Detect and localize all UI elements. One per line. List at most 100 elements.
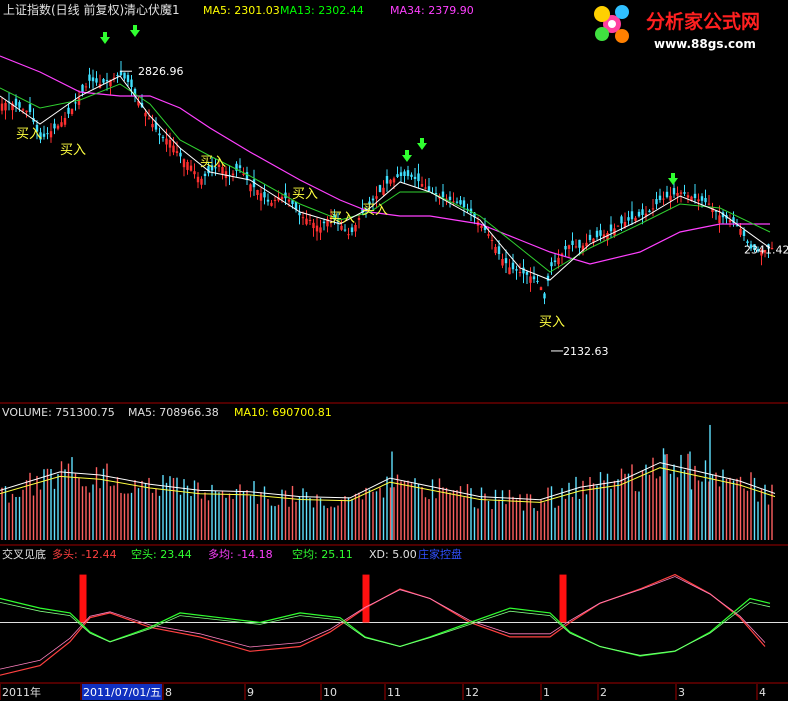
candle-body	[749, 244, 753, 249]
buy-signal-label: 买入	[60, 143, 86, 158]
candle-body	[133, 88, 137, 94]
xd-label: XD: 5.00	[369, 548, 417, 561]
candle-body	[175, 151, 179, 153]
time-label: 2011年	[2, 685, 41, 699]
candle-body	[427, 186, 431, 191]
candle-body	[235, 163, 238, 171]
candle-body	[686, 195, 690, 198]
watermark: 分析家公式网 www.88gs.com	[594, 5, 760, 51]
candle-body	[420, 184, 424, 187]
candle-body	[508, 267, 511, 275]
candle-body	[718, 215, 721, 224]
control-label: 庄家控盘	[418, 547, 462, 561]
candle-body	[238, 165, 242, 168]
candle-body	[81, 84, 84, 92]
candle-body	[361, 208, 364, 213]
candle-body	[511, 262, 515, 270]
sell-arrow-icon	[668, 178, 678, 185]
candle-body	[245, 172, 249, 180]
candle-body	[4, 102, 7, 111]
candle-body	[550, 262, 553, 267]
candle-body	[683, 192, 686, 194]
candle-body	[35, 124, 39, 132]
buy-signal-label: 买入	[200, 155, 226, 170]
candle-body	[329, 216, 333, 219]
candle-body	[11, 103, 14, 111]
candle-body	[480, 225, 483, 228]
volume-ma10-line	[0, 467, 776, 503]
candle-body	[571, 240, 574, 245]
candle-body	[298, 212, 301, 216]
last-price-label: 2341.42	[744, 243, 788, 256]
candle-body	[616, 225, 620, 227]
candle-body	[599, 230, 602, 236]
candle-body	[417, 173, 420, 182]
candle-body	[294, 201, 298, 210]
candle-body	[91, 77, 95, 82]
candle-body	[46, 133, 49, 135]
time-label: 3	[678, 686, 685, 699]
bear-avg-line	[0, 601, 771, 656]
candle-body	[18, 102, 21, 108]
signal-bar	[79, 574, 87, 623]
candle-body	[697, 199, 700, 202]
candle-body	[375, 196, 378, 199]
candle-body	[217, 164, 221, 168]
candle-body	[560, 253, 564, 256]
candle-body	[770, 248, 774, 250]
sell-arrow-stem	[420, 138, 424, 144]
indicator-plot[interactable]	[0, 573, 788, 676]
signal-bar	[559, 574, 567, 623]
candle-body	[525, 271, 529, 275]
candle-body	[644, 213, 648, 217]
candle-body	[39, 132, 42, 140]
candle-body	[532, 276, 536, 280]
candle-body	[305, 218, 308, 225]
candle-body	[413, 176, 417, 179]
candle-body	[315, 225, 319, 232]
candle-body	[84, 86, 88, 88]
candle-body	[760, 251, 763, 256]
candle-body	[280, 196, 284, 200]
candle-body	[371, 198, 375, 201]
candle-body	[151, 124, 154, 128]
indicator-name: 交叉见底	[2, 547, 46, 561]
time-label: 10	[323, 686, 337, 699]
candle-body	[308, 220, 312, 221]
candle-body	[483, 225, 487, 230]
volume-header: VOLUME: 751300.75 MA5: 708966.38 MA10: 6…	[2, 406, 332, 419]
candle-body	[252, 179, 256, 188]
volume-plot[interactable]	[0, 424, 776, 540]
candle-body	[728, 220, 732, 223]
candle-body	[378, 185, 382, 192]
candle-body	[700, 196, 704, 201]
buy-signal-label: 买入	[16, 127, 42, 142]
candle-body	[459, 200, 462, 205]
candle-body	[690, 196, 693, 202]
candle-body	[669, 195, 672, 201]
date-cursor-box	[82, 684, 162, 700]
candle-body	[336, 221, 340, 223]
candle-body	[630, 211, 634, 220]
candle-body	[609, 224, 613, 232]
candle-body	[445, 198, 448, 200]
volume-label: VOLUME: 751300.75	[2, 406, 115, 419]
candle-body	[312, 222, 315, 229]
candle-body	[343, 229, 347, 231]
candle-body	[326, 219, 329, 227]
candle-body	[581, 245, 585, 252]
candle-body	[441, 191, 445, 198]
ma5-line	[0, 75, 771, 281]
candle-body	[595, 230, 599, 238]
candle-body	[161, 136, 165, 138]
candle-body	[123, 72, 126, 79]
candle-body	[224, 171, 228, 179]
candle-body	[49, 131, 53, 138]
candle-body	[602, 234, 606, 238]
candle-body	[273, 200, 277, 201]
candle-body	[557, 257, 560, 265]
candle-body	[564, 245, 567, 250]
candle-body	[168, 140, 172, 148]
